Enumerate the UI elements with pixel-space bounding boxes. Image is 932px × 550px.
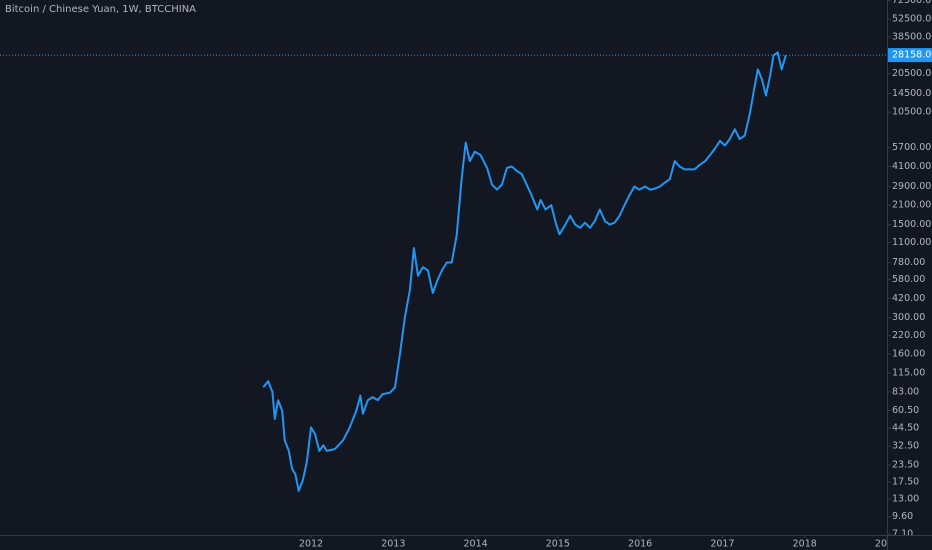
- last-price-badge: [888, 48, 932, 63]
- y-tick-label: 17.50: [892, 477, 919, 488]
- x-tick-label: 2017: [710, 539, 734, 550]
- y-tick-label: 580.00: [892, 274, 925, 285]
- chart-title: Bitcoin / Chinese Yuan, 1W, BTCCHINA: [5, 4, 196, 15]
- y-tick-label: 1500.00: [892, 219, 931, 230]
- x-tick-label: 2014: [463, 539, 487, 550]
- y-tick-label: 20500.00: [892, 68, 932, 79]
- y-tick-label: 2100.00: [892, 200, 931, 211]
- x-tick-label: 2018: [793, 539, 817, 550]
- plot-area: [262, 51, 787, 492]
- x-tick-label: 2012: [299, 539, 323, 550]
- x-tick-label: 2013: [381, 539, 405, 550]
- y-tick-label: 5700.00: [892, 142, 931, 153]
- y-tick-label: 38500.00: [892, 31, 932, 42]
- price-axis: 7.10 9.60 13.00 17.50 23.50 32.50 44.50 60.50 83…: [887, 0, 932, 540]
- y-tick-label: 7.10: [892, 529, 913, 540]
- price-line: [262, 51, 787, 492]
- y-tick-label: 14500.00: [892, 88, 932, 99]
- last-price-label: 28158.00: [892, 50, 932, 61]
- y-tick-label: 13.00: [892, 494, 919, 505]
- y-tick-label: 60.50: [892, 405, 919, 416]
- y-tick-label: 1100.00: [892, 237, 931, 248]
- x-tick-label: 2015: [546, 539, 570, 550]
- y-tick-label: 72500.00: [892, 0, 932, 6]
- y-tick-label: 44.50: [892, 423, 919, 434]
- y-tick-label: 780.00: [892, 257, 925, 268]
- x-tick-label: 2016: [628, 539, 652, 550]
- y-tick-label: 115.00: [892, 368, 925, 379]
- y-tick-label: 220.00: [892, 330, 925, 341]
- y-tick-label: 52500.00: [892, 14, 932, 25]
- y-tick-label: 32.50: [892, 441, 919, 452]
- y-tick-label: 23.50: [892, 459, 919, 470]
- y-tick-label: 83.00: [892, 387, 919, 398]
- y-tick-label: 4100.00: [892, 161, 931, 172]
- y-tick-label: 10500.00: [892, 107, 932, 118]
- y-tick-label: 420.00: [892, 293, 925, 304]
- y-tick-label: 2900.00: [892, 181, 931, 192]
- y-tick-label: 160.00: [892, 349, 925, 360]
- y-tick-label: 9.60: [892, 511, 913, 522]
- x-tick-label: 2019: [875, 539, 899, 550]
- y-tick-label: 300.00: [892, 312, 925, 323]
